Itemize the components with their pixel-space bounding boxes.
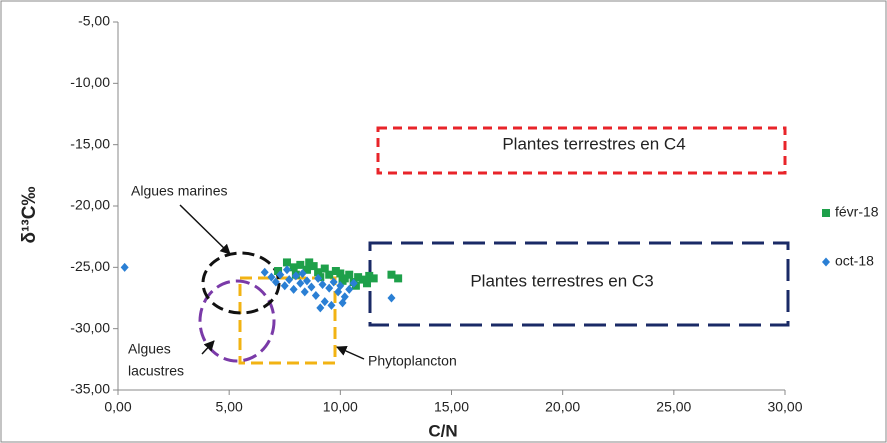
- annotation: Plantes terrestres en C3: [470, 271, 653, 290]
- arrow: [336, 346, 365, 360]
- point: [311, 291, 320, 301]
- point: [325, 270, 334, 279]
- point: [329, 277, 338, 287]
- point: [369, 274, 378, 283]
- x-tick-label: 30,00: [767, 399, 802, 415]
- point: [314, 273, 323, 283]
- c4-box: [376, 126, 787, 175]
- point: [363, 279, 372, 288]
- point: [318, 280, 327, 290]
- x-tick-label: 0,00: [104, 399, 131, 415]
- point: [331, 267, 340, 276]
- point: [320, 264, 329, 273]
- point: [387, 270, 396, 279]
- point: [296, 278, 305, 288]
- point: [285, 275, 294, 285]
- point: [302, 265, 311, 274]
- point: [298, 268, 307, 278]
- point: [351, 281, 360, 290]
- annotation: Algues marines: [131, 183, 228, 199]
- annotation: Plantes terrestres en C4: [502, 134, 685, 153]
- y-tick-label: -15,00: [70, 135, 110, 151]
- arrow: [179, 204, 231, 255]
- point: [282, 265, 291, 275]
- point: [336, 281, 345, 291]
- x-tick-label: 20,00: [545, 399, 580, 415]
- point: [365, 271, 374, 280]
- y-tick-label: -5,00: [78, 13, 110, 29]
- point: [309, 262, 318, 271]
- y-axis-label: δ¹³C‰: [19, 187, 40, 244]
- legend-label: oct-18: [835, 253, 874, 269]
- point: [345, 284, 354, 294]
- point: [314, 268, 323, 277]
- x-tick-label: 25,00: [656, 399, 691, 415]
- point: [354, 273, 363, 282]
- point: [296, 260, 305, 269]
- x-tick-label: 15,00: [434, 399, 469, 415]
- point: [291, 271, 300, 281]
- legend-swatch: [822, 209, 830, 217]
- point: [280, 281, 289, 291]
- x-tick-label: 10,00: [323, 399, 358, 415]
- point: [289, 263, 298, 272]
- legend-label: févr-18: [835, 204, 879, 220]
- point: [336, 269, 345, 278]
- point: [338, 298, 347, 308]
- point: [271, 277, 280, 287]
- annotation: Algues: [128, 341, 171, 357]
- point: [387, 293, 396, 303]
- point: [282, 258, 291, 267]
- point: [260, 267, 269, 277]
- y-tick-label: -10,00: [70, 74, 110, 90]
- point: [120, 262, 129, 272]
- y-tick-label: -30,00: [70, 319, 110, 335]
- point: [302, 276, 311, 286]
- lacustres-ellipse: [198, 279, 276, 363]
- point: [338, 276, 347, 285]
- point: [358, 275, 367, 284]
- x-tick-label: 5,00: [216, 399, 243, 415]
- point: [289, 284, 298, 294]
- point: [305, 258, 314, 267]
- point: [274, 267, 283, 276]
- legend-swatch: [822, 257, 830, 267]
- point: [276, 270, 285, 280]
- point: [327, 300, 336, 310]
- point: [325, 283, 334, 293]
- point: [316, 303, 325, 313]
- point: [300, 287, 309, 297]
- point: [345, 270, 354, 279]
- y-tick-label: -25,00: [70, 258, 110, 274]
- point: [394, 274, 403, 283]
- y-tick-label: -20,00: [70, 197, 110, 213]
- point: [307, 282, 316, 292]
- point: [349, 278, 358, 288]
- arrow: [201, 340, 215, 355]
- annotation: Phytoplancton: [368, 353, 457, 369]
- point: [320, 297, 329, 307]
- annotation: lacustres: [128, 363, 184, 379]
- y-tick-label: -35,00: [70, 381, 110, 397]
- x-axis-label: C/N: [428, 421, 457, 440]
- point: [267, 272, 276, 282]
